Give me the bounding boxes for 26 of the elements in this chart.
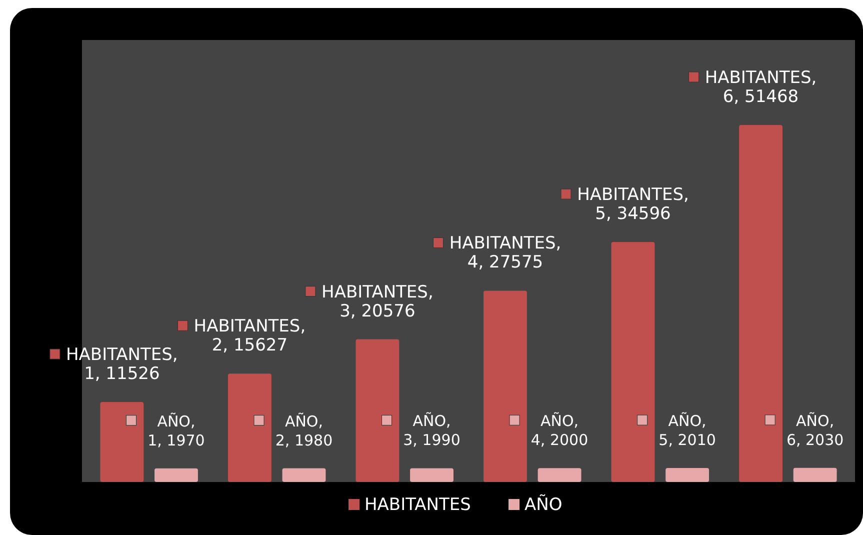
bar — [356, 339, 400, 482]
bar — [484, 290, 527, 482]
data-label: HABITANTES, 2, 15627 — [194, 316, 306, 356]
data-label: HABITANTES, 6, 51468 — [704, 68, 817, 107]
bar — [154, 468, 198, 482]
data-label: AÑO, 5, 2010 — [658, 412, 716, 450]
bar — [666, 468, 710, 482]
data-label: HABITANTES, 4, 27575 — [449, 234, 562, 273]
data-label: HABITANTES, 3, 20576 — [322, 282, 434, 322]
bar — [282, 468, 326, 482]
data-label: HABITANTES, 5, 34596 — [577, 185, 689, 224]
bar — [410, 468, 454, 482]
legend-label: HABITANTES — [364, 495, 471, 515]
bar — [739, 125, 782, 482]
data-label: AÑO, 1, 1970 — [148, 412, 205, 450]
data-label: AÑO, 2, 1980 — [275, 412, 333, 450]
bar — [793, 468, 837, 482]
bar — [228, 374, 272, 482]
bar — [611, 242, 655, 482]
data-label: AÑO, 6, 2030 — [786, 412, 844, 449]
data-label: AÑO, 3, 1990 — [403, 412, 460, 450]
bar — [538, 468, 582, 482]
bar — [100, 402, 144, 482]
data-label: AÑO, 4, 2000 — [530, 412, 588, 450]
legend-label: AÑO — [524, 494, 562, 515]
data-label: HABITANTES, 1, 11526 — [66, 345, 178, 384]
